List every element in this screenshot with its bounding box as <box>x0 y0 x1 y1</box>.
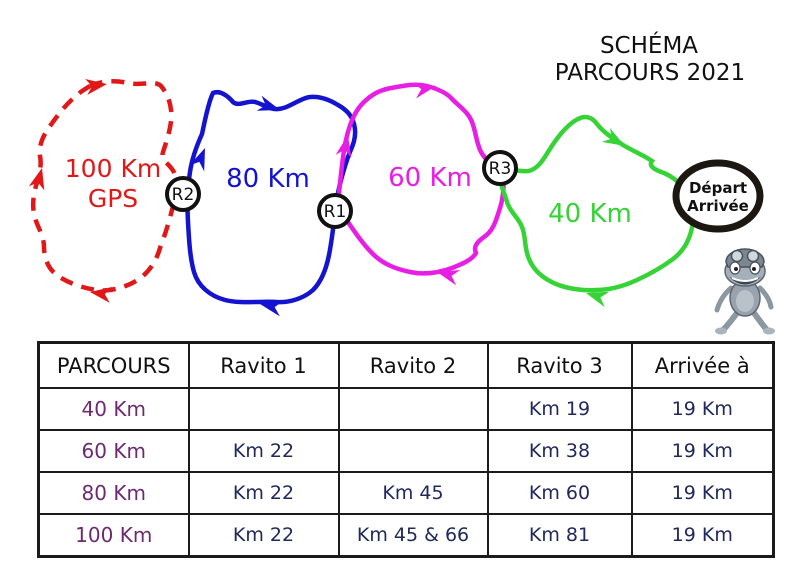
table-cell: Km 19 <box>486 387 633 431</box>
frog-mascot-icon <box>714 248 775 335</box>
table-row: 80 Km Km 22 Km 45 Km 60 19 Km <box>37 471 775 515</box>
checkpoint-R3-label: R3 <box>489 159 512 179</box>
table-cell: Km 45 <box>337 471 489 515</box>
header-ravito-2: Ravito 2 <box>337 341 489 389</box>
parcours-table: PARCOURS Ravito 1 Ravito 2 Ravito 3 Arri… <box>37 341 775 558</box>
checkpoint-R2-label: R2 <box>172 185 195 205</box>
table-cell: Km 38 <box>486 429 633 473</box>
table-cell: 19 Km <box>630 387 775 431</box>
header-arrivee: Arrivée à <box>630 341 775 389</box>
checkpoint-R2: R2 <box>165 176 201 212</box>
loop-60km-arrows <box>335 82 461 286</box>
loop-80km-label: 80 Km <box>226 164 310 194</box>
start-finish-badge: Départ Arrivée <box>672 159 764 233</box>
table-cell: 19 Km <box>630 429 775 473</box>
title-line1: SCHÉMA <box>600 31 698 59</box>
header-parcours: PARCOURS <box>37 341 190 389</box>
title-line2: PARCOURS 2021 <box>555 60 745 86</box>
table-cell <box>187 387 340 431</box>
table-cell <box>337 429 489 473</box>
cell-parcours: 60 Km <box>37 429 190 473</box>
table-row: 60 Km Km 22 Km 38 19 Km <box>37 429 775 473</box>
table-cell: Km 60 <box>486 471 633 515</box>
page-title: SCHÉMA PARCOURS 2021 <box>555 31 745 86</box>
header-ravito-3: Ravito 3 <box>486 341 633 389</box>
table-cell: Km 45 & 66 <box>337 513 489 558</box>
cell-parcours: 40 Km <box>37 387 190 431</box>
table-row: 40 Km Km 19 19 Km <box>37 387 775 431</box>
checkpoint-R1-label: R1 <box>324 202 347 222</box>
loop-100km-label: 100 Km <box>65 154 161 183</box>
loop-40km-label: 40 Km <box>548 199 632 229</box>
table-header-row: PARCOURS Ravito 1 Ravito 2 Ravito 3 Arri… <box>37 341 775 389</box>
course-diagram: 100 Km GPS 80 Km 60 Km 40 Km R2 R1 R3 Dé… <box>28 31 775 335</box>
table-cell: 19 Km <box>630 513 775 558</box>
cell-parcours: 100 Km <box>37 513 190 558</box>
checkpoint-R1: R1 <box>317 193 353 229</box>
loop-80km-arrows <box>189 95 284 317</box>
loop-60km-label: 60 Km <box>388 163 472 193</box>
cell-parcours: 80 Km <box>37 471 190 515</box>
loop-40km-arrows <box>586 128 625 308</box>
table-row: 100 Km Km 22 Km 45 & 66 Km 81 19 Km <box>37 513 775 558</box>
table-cell: 19 Km <box>630 471 775 515</box>
table-cell: Km 22 <box>187 471 340 515</box>
start-label: Départ <box>689 179 747 197</box>
header-ravito-1: Ravito 1 <box>187 341 340 389</box>
table-cell: Km 81 <box>486 513 633 558</box>
finish-label: Arrivée <box>687 197 749 215</box>
checkpoint-R3: R3 <box>482 150 518 186</box>
loop-100km-sublabel: GPS <box>88 184 138 213</box>
table-cell <box>337 387 489 431</box>
loop-100km-path <box>30 79 179 293</box>
loop-100km-arrows <box>28 79 112 303</box>
table-cell: Km 22 <box>187 513 340 558</box>
table-cell: Km 22 <box>187 429 340 473</box>
